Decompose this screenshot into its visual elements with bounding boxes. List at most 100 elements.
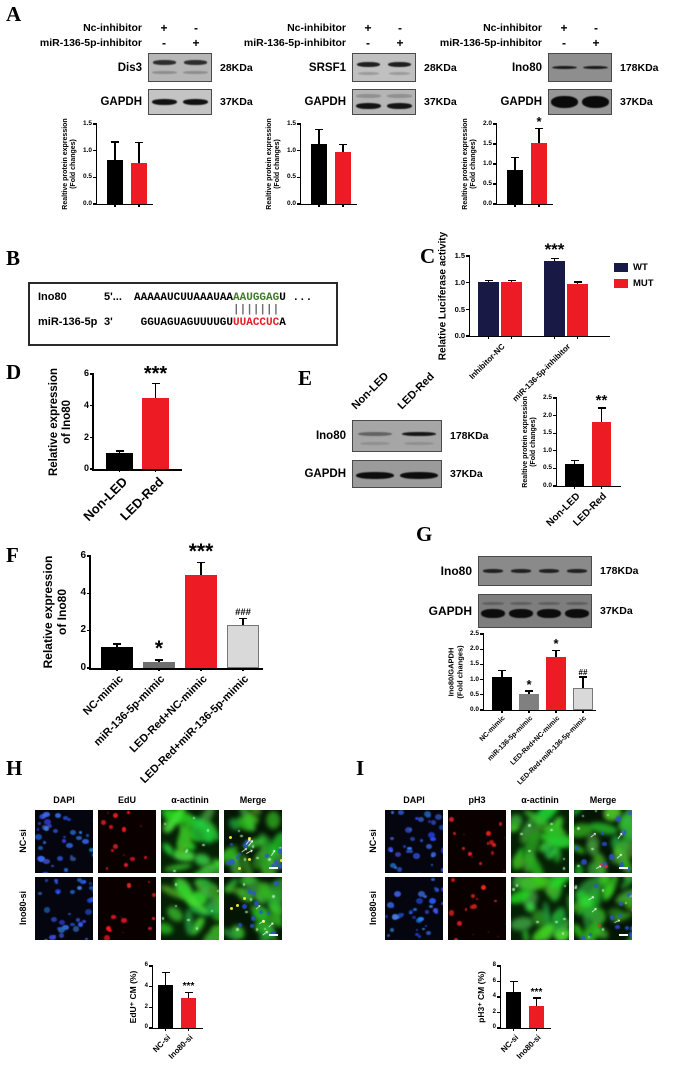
x-tick-mark: [138, 204, 140, 207]
sign: +: [560, 20, 568, 35]
x-tick-mark: [154, 469, 157, 472]
stain-blob: [417, 890, 425, 897]
stain-blob: [86, 897, 93, 903]
y-tick-label: 1.0: [82, 146, 92, 154]
blot-band: [581, 96, 610, 108]
kda-label: 28KDa: [424, 61, 457, 74]
y-tick-label: 0: [492, 1024, 496, 1031]
stain-blob: [563, 884, 567, 887]
sequence-segment: UUACCUC: [233, 317, 280, 329]
stain-blob: [430, 852, 437, 857]
error-bar: [116, 644, 118, 648]
panel-i-microscopy-grid: DAPI pH3 α-actinin Merge NC-si Ino80-si → → → → → →…: [368, 795, 632, 945]
stain-blob: [490, 851, 495, 855]
bar: [546, 656, 566, 710]
y-tick-mark: [553, 485, 557, 487]
y-axis-title: Realtive protein expression (Fold changes…: [520, 396, 539, 487]
error-bar-cap: [535, 127, 543, 130]
error-bar: [535, 998, 538, 1006]
bar: [142, 397, 169, 469]
y-tick-mark: [93, 203, 97, 205]
y-tick-label: 1.0: [542, 446, 552, 454]
bar: [101, 647, 133, 668]
y-axis-title-text: Relative expression of Ino80: [47, 367, 73, 476]
significance-label: ##: [578, 668, 588, 678]
x-tick-mark: [600, 486, 603, 489]
y-axis-title-text: EdU⁺ CM (%): [128, 970, 139, 1024]
stain-blob: [601, 861, 607, 868]
bar: [565, 463, 584, 486]
blot-band: [388, 72, 411, 75]
stain-blob: [111, 849, 114, 852]
lane-signs: + -: [148, 22, 212, 34]
panel-label-a: A: [6, 2, 22, 26]
stain-blob: [235, 904, 239, 908]
stain-blob: [40, 814, 47, 820]
blot-band: [582, 65, 609, 70]
stain-blob: [511, 915, 535, 933]
x-tick-mark: [514, 204, 516, 207]
stain-blob: [58, 919, 65, 926]
stain-blob: [486, 842, 490, 845]
y-tick-label: 0.0: [286, 199, 296, 207]
error-bar: [501, 671, 503, 677]
stain-blob: [581, 935, 586, 940]
y-axis-title: Relative expression of Ino80: [46, 367, 76, 475]
x-tick-mark: [158, 668, 160, 671]
stain-blob: [423, 894, 427, 898]
fluorescence-image: [385, 810, 443, 873]
fluorescence-image: [448, 810, 506, 873]
y-tick-mark: [480, 709, 484, 711]
stain-blob: [104, 935, 111, 940]
stain-blob: [387, 901, 394, 908]
stain-blob: [428, 832, 436, 838]
stain-blob: [238, 923, 243, 928]
panel-e-lane-labels: Non-LED LED-Red: [348, 370, 468, 412]
stain-blob: [494, 899, 497, 903]
stain-blob: [66, 842, 73, 849]
stain-blob: [468, 852, 472, 856]
blot-band: [511, 569, 531, 573]
blot-band: [565, 601, 589, 605]
y-tick-label: 1.0: [454, 278, 465, 288]
stain-blob: [184, 850, 188, 854]
stain-blob: [400, 913, 404, 916]
y-tick-label: 4: [83, 400, 89, 411]
y-tick-label: 6: [492, 977, 496, 984]
stain-blob: [271, 864, 275, 868]
sign: +: [396, 35, 404, 50]
y-tick-mark: [466, 308, 470, 310]
scale-bar: [619, 934, 628, 936]
x-tick-mark: [553, 336, 556, 339]
stain-blob: [272, 895, 275, 898]
error-bar-cap: [484, 279, 493, 282]
y-tick-mark: [87, 592, 91, 594]
stain-blob: [241, 903, 248, 909]
row-label: Ino80-si: [368, 890, 378, 926]
stain-blob: [441, 847, 443, 854]
stain-blob: [407, 846, 412, 851]
sign: -: [162, 35, 166, 50]
stain-blob: [516, 884, 519, 887]
y-tick-mark: [149, 1027, 153, 1029]
blot-band: [356, 103, 381, 109]
panel-label-e: E: [298, 366, 313, 390]
stain-blob: [627, 811, 632, 816]
bar: [544, 261, 565, 336]
error-bar: [187, 992, 190, 999]
error-bar: [118, 451, 121, 454]
x-tick-mark: [538, 204, 540, 207]
stain-blob: [448, 909, 455, 916]
stain-blob: [520, 832, 523, 835]
stain-blob: [627, 892, 632, 897]
condition-label: Nc-inhibitor: [287, 21, 346, 34]
panel-label-d: D: [6, 360, 22, 384]
blot-band: [551, 65, 578, 70]
error-bar-cap: [573, 281, 582, 283]
stain-blob: [278, 848, 282, 855]
stain-blob: [148, 926, 152, 931]
stain-blob: [587, 936, 591, 939]
stain-blob: [261, 919, 265, 923]
blot-band: [153, 60, 176, 65]
error-bar-cap: [525, 690, 533, 692]
